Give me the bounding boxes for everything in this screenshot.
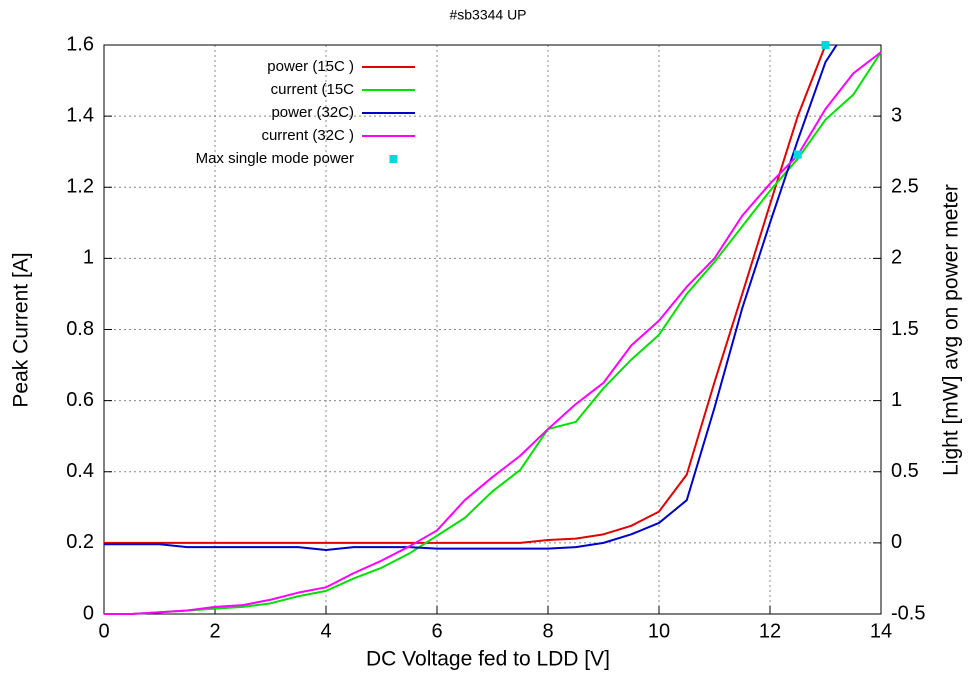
legend-label: Max single mode power <box>196 150 354 167</box>
series-line <box>104 44 838 551</box>
legend-label: current (32C ) <box>261 127 354 144</box>
series-line <box>104 51 882 615</box>
y-tick-label: 1.6 <box>66 33 94 55</box>
y2-tick-label: -0.5 <box>891 602 925 624</box>
x-tick-label: 0 <box>98 620 109 642</box>
x-tick-label: 10 <box>648 620 670 642</box>
y2-tick-label: 1 <box>891 389 902 411</box>
y-tick-label: 1 <box>83 247 94 269</box>
x-tick-label: 4 <box>320 620 331 642</box>
y2-tick-label: 3 <box>891 104 902 126</box>
y2-tick-label: 2 <box>891 247 902 269</box>
point <box>793 150 802 159</box>
y-axis-label: Peak Current [A] <box>10 252 33 407</box>
x-axis-label: DC Voltage fed to LDD [V] <box>366 648 610 671</box>
y2-tick-label: 0.5 <box>891 460 919 482</box>
y-tick-label: 0.6 <box>66 389 94 411</box>
y-tick-label: 0.8 <box>66 318 94 340</box>
legend-label: current (15C <box>271 81 355 98</box>
x-tick-label: 14 <box>870 620 892 642</box>
x-tick-label: 6 <box>431 620 442 642</box>
x-tick-label: 12 <box>759 620 781 642</box>
y2-axis-label: Light [mW] avg on power meter <box>940 184 963 476</box>
y2-tick-label: 0 <box>891 531 902 553</box>
y-tick-label: 0.2 <box>66 531 94 553</box>
y-tick-label: 1.4 <box>66 104 94 126</box>
y-tick-label: 0.4 <box>66 460 94 482</box>
y2-tick-label: 2.5 <box>891 176 919 198</box>
plot-frame <box>103 44 882 615</box>
x-tick-label: 8 <box>542 620 553 642</box>
legend-swatch <box>389 155 398 163</box>
series-line <box>104 51 882 615</box>
legend-label: power (15C ) <box>267 58 354 75</box>
series-line <box>104 44 827 544</box>
y-tick-label: 1.2 <box>66 176 94 198</box>
legend-label: power (32C) <box>271 104 354 121</box>
y2-tick-label: 1.5 <box>891 318 919 340</box>
x-tick-label: 2 <box>209 620 220 642</box>
chart-title: #sb3344 UP <box>449 7 526 23</box>
point <box>821 41 830 49</box>
y-tick-label: 0 <box>83 602 94 624</box>
